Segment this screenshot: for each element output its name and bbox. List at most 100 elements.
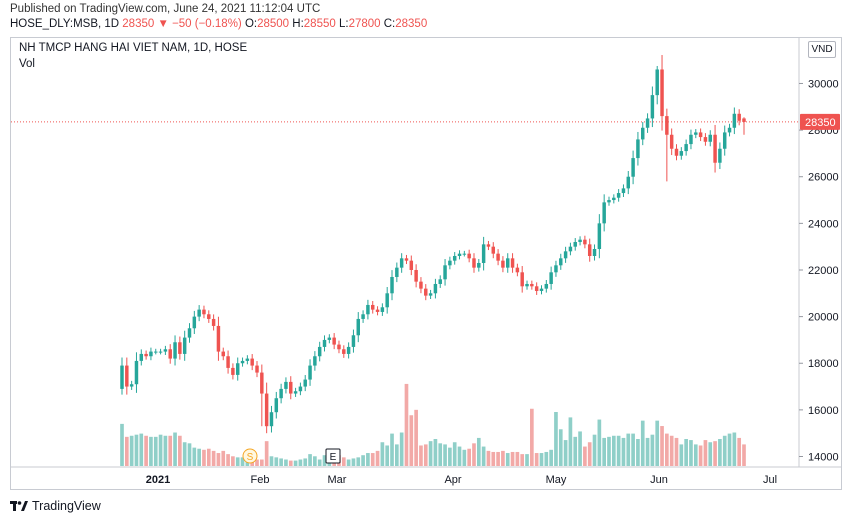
- candle-body: [491, 246, 496, 254]
- split-marker-s: [242, 448, 258, 464]
- candle-body: [636, 139, 640, 159]
- volume-bar: [505, 453, 510, 466]
- candle-body: [448, 260, 452, 266]
- volume-bar: [621, 437, 626, 466]
- volume-bar: [390, 433, 394, 466]
- volume-bar: [549, 449, 553, 466]
- volume-bar: [202, 449, 206, 466]
- volume-bar: [269, 456, 274, 466]
- volume-bar: [317, 459, 322, 466]
- volume-bar: [587, 442, 592, 466]
- candle-body: [679, 151, 684, 156]
- candle-body: [641, 127, 645, 140]
- candle-body: [722, 132, 727, 149]
- volume-bar: [298, 459, 303, 466]
- candle-body: [390, 276, 394, 294]
- volume-bar: [452, 442, 457, 466]
- volume-bar: [187, 443, 192, 466]
- candle-body: [366, 304, 370, 315]
- candle-body: [346, 346, 351, 354]
- volume-label: Vol: [19, 58, 35, 70]
- candle-body: [597, 223, 602, 250]
- candle-body: [568, 246, 573, 252]
- candle-body: [404, 258, 409, 261]
- volume-bar: [120, 423, 124, 466]
- candle-body: [477, 262, 481, 268]
- candle-body: [192, 316, 197, 329]
- volume-bar: [428, 441, 433, 466]
- candle-body: [631, 158, 635, 177]
- tradingview-logo-icon: [10, 501, 28, 511]
- volume-bar: [563, 440, 568, 466]
- candle-body: [409, 260, 414, 270]
- price-change: −50 (−0.18%): [172, 18, 242, 30]
- volume-bar: [197, 448, 201, 466]
- candle-body: [674, 148, 679, 156]
- split-marker-s-label: S: [247, 452, 254, 463]
- y-tick-label: 22000: [808, 265, 839, 277]
- candle-body: [718, 148, 722, 163]
- candle-body: [539, 288, 544, 291]
- volume-bar: [385, 445, 390, 466]
- volume-bar: [660, 426, 664, 466]
- currency-button[interactable]: VND: [808, 41, 836, 58]
- candle-body: [274, 398, 279, 413]
- candle-body: [612, 197, 616, 201]
- candle-body: [129, 384, 134, 387]
- volume-bar: [573, 436, 578, 466]
- volume-bar: [414, 409, 418, 466]
- volume-bar: [370, 453, 375, 466]
- volume-bar: [718, 439, 722, 466]
- candle-body: [158, 351, 163, 353]
- volume-bar: [395, 444, 399, 466]
- close-value: 28350: [395, 18, 428, 30]
- candle-body: [727, 127, 732, 133]
- candle-body: [322, 339, 327, 347]
- candle-body: [303, 379, 307, 387]
- volume-bar: [173, 432, 177, 466]
- volume-bar: [293, 460, 298, 466]
- volume-bar: [534, 453, 539, 466]
- candle-body: [708, 134, 712, 142]
- volume-bar: [139, 433, 144, 466]
- candle-body: [337, 344, 341, 350]
- volume-bar: [544, 451, 549, 466]
- volume-bar: [645, 437, 650, 466]
- volume-bar: [308, 454, 312, 466]
- candle-body: [742, 118, 746, 122]
- candle-body: [361, 314, 365, 319]
- volume-bar: [288, 460, 293, 466]
- candle-body: [269, 412, 274, 427]
- x-tick-label: Jun: [650, 474, 668, 486]
- candle-body: [665, 116, 669, 135]
- candle-body: [655, 69, 659, 96]
- volume-bar: [124, 436, 129, 466]
- candle-body: [462, 253, 467, 255]
- volume-bar: [206, 448, 211, 466]
- volume-bar: [448, 447, 452, 466]
- candle-body: [231, 367, 235, 375]
- candle-body: [481, 244, 486, 263]
- candle-body: [375, 309, 380, 312]
- candle-body: [457, 253, 462, 256]
- volume-bar: [568, 417, 573, 466]
- candle-body: [264, 393, 269, 427]
- volume-bar: [366, 453, 370, 466]
- volume-bar: [703, 440, 708, 466]
- candle-body: [240, 360, 245, 364]
- candle-body: [506, 258, 510, 268]
- candle-body: [313, 356, 317, 366]
- volume-bar: [351, 458, 356, 466]
- candle-body: [356, 318, 360, 336]
- candle-body: [438, 279, 442, 284]
- x-tick-label: May: [546, 474, 567, 486]
- candle-body: [578, 239, 582, 243]
- volume-bar: [631, 433, 635, 466]
- candle-body: [732, 113, 737, 128]
- candle-body: [559, 258, 563, 266]
- candle-body: [178, 342, 182, 354]
- volume-bar: [255, 459, 259, 466]
- volume-bar: [689, 440, 693, 466]
- volume-bar: [722, 435, 727, 466]
